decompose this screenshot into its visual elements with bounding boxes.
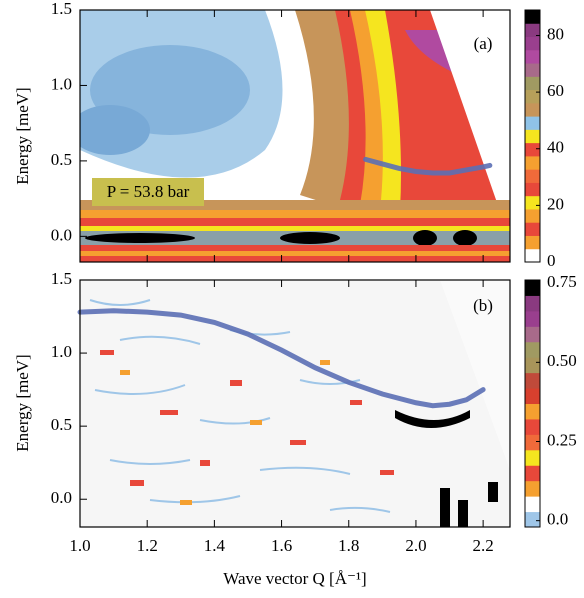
panel-label: (a) [474, 34, 493, 53]
colorbar-segment [525, 465, 540, 482]
colorbar-tick-label: 0.50 [547, 351, 577, 370]
colorbar-segment [525, 63, 540, 77]
colorbar-segment [525, 496, 540, 513]
colorbar-tick-label: 20 [547, 194, 564, 213]
colorbar-tick-label: 0.0 [547, 510, 568, 529]
x-tick-label: 1.6 [271, 536, 292, 555]
colorbar-segment [525, 280, 540, 296]
plot-frame [79, 279, 511, 528]
panel-label: (b) [473, 296, 493, 315]
colorbar-segment [525, 222, 540, 236]
colorbar-segment [525, 23, 540, 38]
y-tick-label: 1.0 [51, 342, 72, 361]
colorbar-segment [525, 341, 540, 358]
colorbar-segment [525, 310, 540, 327]
colorbar-segment [525, 418, 540, 435]
x-tick-label: 1.2 [137, 536, 158, 555]
y-tick-label: 0.5 [51, 415, 72, 434]
colorbar-segment [525, 102, 540, 117]
colorbar-segment [525, 182, 540, 197]
colorbar-segment [525, 208, 540, 223]
colorbar-segment [525, 142, 540, 157]
colorbar-tick-label: 0.75 [547, 272, 577, 291]
colorbar-segment [525, 129, 540, 144]
colorbar-segment [525, 155, 540, 170]
dispersion-curve [77, 308, 486, 409]
colorbar-frame [524, 9, 541, 263]
y-axis-label: Energy [meV] [13, 354, 32, 451]
colorbar-segment [525, 511, 540, 528]
y-tick-label: 1.5 [51, 0, 72, 18]
plot-frame [79, 9, 511, 263]
colorbar-segment [525, 10, 540, 24]
y-axis-label: Energy [meV] [13, 87, 32, 184]
y-tick-label: 1.0 [51, 74, 72, 93]
colorbar-segment [525, 49, 540, 64]
colorbar-segment [525, 195, 540, 210]
colorbar-segment [525, 480, 540, 497]
colorbar-segment [525, 169, 540, 183]
x-tick-label: 1.0 [69, 536, 90, 555]
y-tick-label: 0.5 [51, 150, 72, 169]
colorbar-tick-label: 80 [547, 24, 564, 43]
x-tick-label: 2.0 [405, 536, 426, 555]
colorbar-segment [525, 36, 540, 51]
colorbar-segment [525, 116, 540, 130]
colorbar-segment [525, 357, 540, 374]
annotation-box [92, 178, 204, 206]
colorbar-segment [525, 372, 540, 389]
colorbar-tick-label: 0 [547, 251, 556, 270]
x-tick-label: 1.4 [204, 536, 226, 555]
colorbar-segment [525, 449, 540, 466]
y-tick-label: 1.5 [51, 269, 72, 288]
colorbar-segment [525, 388, 540, 404]
colorbar-segment [525, 248, 540, 263]
colorbar-frame [524, 279, 541, 528]
colorbar-segment [525, 295, 540, 312]
colorbar-tick-label: 60 [547, 81, 564, 100]
x-tick-label: 2.2 [473, 536, 494, 555]
colorbar-segment [525, 326, 540, 343]
annotation: P = 53.8 bar [107, 182, 190, 201]
x-axis-label: Wave vector Q [Å⁻¹] [223, 569, 366, 588]
x-tick-label: 1.8 [338, 536, 359, 555]
colorbar-tick-label: 40 [547, 138, 564, 157]
colorbar-segment [525, 235, 540, 250]
colorbar-segment [525, 434, 540, 451]
y-tick-label: 0.0 [51, 225, 72, 244]
colorbar-tick-label: 0.25 [547, 430, 577, 449]
dispersion-curve [363, 156, 493, 176]
heatmap-a [80, 10, 510, 262]
colorbar-segment [525, 76, 540, 91]
colorbar-segment [525, 403, 540, 420]
y-tick-label: 0.0 [51, 488, 72, 507]
colorbar-segment [525, 89, 540, 104]
